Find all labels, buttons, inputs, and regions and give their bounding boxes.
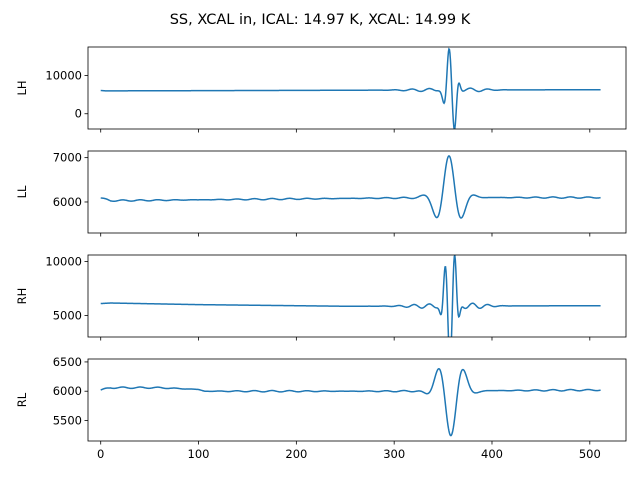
axes-frame [87, 46, 627, 130]
y-axis-label: RH [15, 288, 29, 305]
x-tick-label: 200 [285, 447, 307, 461]
x-tick-label: 0 [97, 447, 104, 461]
y-axis-label: LH [15, 80, 29, 95]
y-axis-label: RL [15, 392, 29, 407]
y-tick-label: 5000 [53, 308, 82, 322]
subplot-ll: 6000 7000 LL [15, 150, 627, 237]
axes-frame [87, 150, 627, 234]
axes-frame [87, 254, 627, 338]
chart-title: SS, XCAL in, ICAL: 14.97 K, XCAL: 14.99 … [170, 12, 471, 28]
x-tick-label: 300 [383, 447, 405, 461]
subplots: 0 10000 LH 6000 7000 LL 5000 10000 RH 0 100 200 300 4… [15, 46, 627, 461]
series-line-ll [100, 155, 601, 219]
y-tick-label: 7000 [53, 151, 82, 165]
series-line-rl [100, 367, 601, 437]
series-line-lh [100, 47, 601, 129]
y-tick-label: 10000 [45, 254, 82, 268]
y-tick-label: 0 [75, 107, 82, 121]
axes-frame [87, 358, 627, 442]
y-tick-label: 6000 [53, 384, 82, 398]
x-tick-label: 100 [188, 447, 210, 461]
subplot-lh: 0 10000 LH [15, 46, 627, 133]
x-tick-label: 400 [481, 447, 503, 461]
x-tick-label: 500 [579, 447, 601, 461]
y-tick-label: 6000 [53, 195, 82, 209]
y-tick-label: 5500 [53, 414, 82, 428]
y-tick-label: 6500 [53, 355, 82, 369]
y-tick-label: 10000 [45, 69, 82, 83]
series-line-rh [100, 255, 601, 337]
subplot-rh: 5000 10000 RH [15, 254, 627, 341]
y-axis-label: LL [15, 185, 29, 198]
subplot-rl: 0 100 200 300 400 500 5500 6000 6500 RL [15, 355, 627, 461]
